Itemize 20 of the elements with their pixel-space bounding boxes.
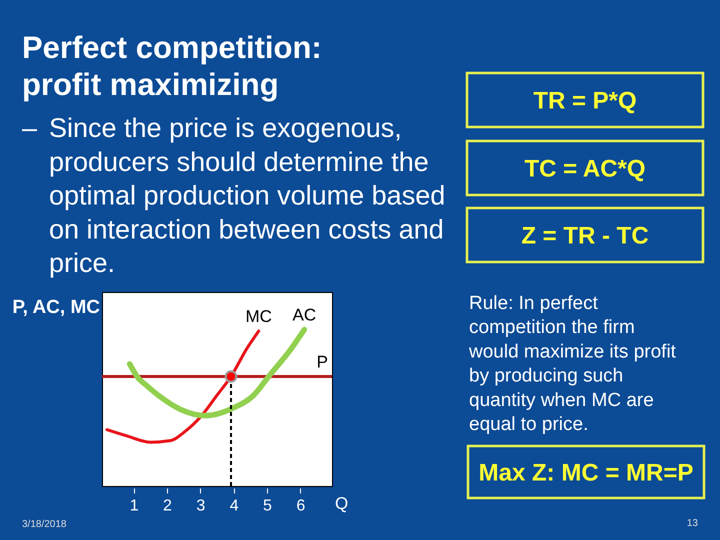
text: TC = AC*Q bbox=[524, 156, 646, 183]
x-tick-label: 2 bbox=[163, 498, 172, 514]
x-tick-label: 6 bbox=[296, 498, 306, 514]
series-label: MC bbox=[245, 307, 272, 326]
x-tick-label: 1 bbox=[130, 498, 139, 514]
text: 3/18/2018 bbox=[22, 519, 67, 530]
y-axis-title: P, AC, MC bbox=[12, 297, 100, 318]
x-tick-label: 3 bbox=[196, 498, 206, 514]
ref-line-label: P bbox=[316, 352, 328, 372]
text: TR = P*Q bbox=[533, 88, 637, 115]
text: 13 bbox=[686, 518, 698, 529]
text: Z = TR - TC bbox=[521, 222, 649, 250]
x-tick-label: 4 bbox=[230, 498, 239, 514]
chart-title: Perfect competition: profit maximizing bbox=[22, 30, 322, 102]
series-label: AC bbox=[292, 306, 316, 325]
text: Max Z: MC = MR=P bbox=[478, 460, 694, 487]
chart-subtitle: – Since the price is exogenous, producers should determine the optimal production volume based on interaction between costs and price. bbox=[22, 113, 446, 278]
x-tick-label: 5 bbox=[263, 498, 272, 514]
x-axis-title: Q bbox=[335, 494, 348, 513]
text: Rule: In perfect competition the firm would maximize its profit by producing such quantity when MC are equal to price. bbox=[468, 293, 677, 435]
